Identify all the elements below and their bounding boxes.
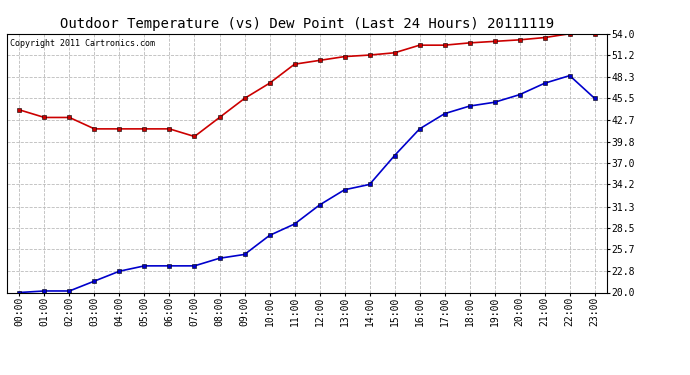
Text: Copyright 2011 Cartronics.com: Copyright 2011 Cartronics.com: [10, 39, 155, 48]
Title: Outdoor Temperature (vs) Dew Point (Last 24 Hours) 20111119: Outdoor Temperature (vs) Dew Point (Last…: [60, 17, 554, 31]
